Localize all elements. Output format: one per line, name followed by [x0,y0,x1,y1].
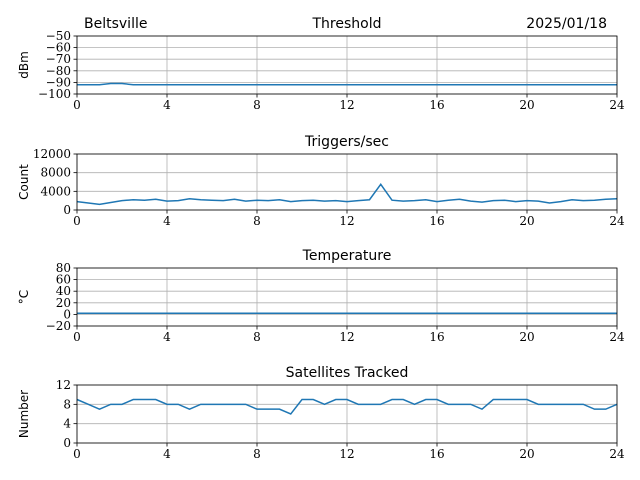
axes-frame [76,384,618,444]
y-tick-label: −60 [46,41,71,55]
x-tick-label: 4 [163,98,171,112]
y-tick-label: 12000 [33,147,71,161]
x-tick-label: 20 [519,447,534,461]
x-tick-label: 4 [163,214,171,228]
location: Beltsville [84,16,147,32]
y-tick-label: 0 [63,436,71,450]
panel-title: Triggers/sec [304,134,389,150]
x-tick-label: 12 [339,98,354,112]
panel-title: Threshold [312,16,382,32]
y-tick-label: −70 [46,52,71,66]
y-tick-label: 60 [56,273,71,287]
panel-title: Temperature [302,248,392,264]
y-axis-label: dBm [17,51,31,79]
date: 2025/01/18 [526,16,607,32]
axes-frame [76,153,618,211]
y-tick-label: 8 [63,397,71,411]
x-tick-label: 8 [253,214,261,228]
x-tick-label: 8 [253,330,261,344]
x-tick-label: 0 [73,98,81,112]
y-tick-label: 8000 [40,166,71,180]
x-tick-label: 24 [609,214,625,228]
x-tick-label: 24 [609,98,625,112]
x-tick-label: 20 [519,214,534,228]
panel-title: Satellites Tracked [286,365,409,381]
x-tick-label: 24 [609,330,625,344]
y-tick-label: 80 [56,261,71,275]
y-tick-label: 12 [56,378,71,392]
x-tick-label: 12 [339,447,354,461]
x-tick-label: 0 [73,214,81,228]
y-tick-label: −80 [46,64,71,78]
x-tick-label: 12 [339,214,354,228]
x-tick-label: 8 [253,98,261,112]
axes-frame [76,267,618,327]
y-tick-label: 0 [63,203,71,217]
y-axis-label: Count [17,164,31,200]
x-tick-label: 16 [429,98,444,112]
x-tick-label: 20 [519,98,534,112]
y-tick-label: 40 [56,284,71,298]
y-tick-label: 20 [56,296,71,310]
y-tick-label: −100 [38,87,71,101]
y-tick-label: 0 [63,307,71,321]
x-tick-label: 0 [73,330,81,344]
x-tick-label: 12 [339,330,354,344]
x-tick-label: 16 [429,214,444,228]
axes-frame [76,35,618,95]
series-line [76,398,618,415]
y-tick-label: −50 [46,29,71,43]
x-tick-label: 4 [163,447,171,461]
y-axis-label: Number [17,390,31,438]
y-tick-label: −90 [46,75,71,89]
series-line [76,183,618,206]
x-tick-label: 0 [73,447,81,461]
series-line [77,82,617,86]
y-tick-label: −20 [46,319,71,333]
x-tick-label: 4 [163,330,171,344]
y-axis-label: °C [17,290,31,304]
x-tick-label: 16 [429,330,444,344]
x-tick-label: 8 [253,447,261,461]
x-tick-label: 16 [429,447,444,461]
y-tick-label: 4000 [40,184,71,198]
x-tick-label: 24 [609,447,625,461]
y-tick-label: 4 [63,417,71,431]
x-tick-label: 20 [519,330,534,344]
